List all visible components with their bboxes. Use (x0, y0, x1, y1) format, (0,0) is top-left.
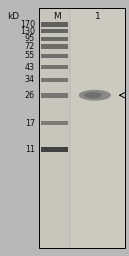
Bar (41, 29, 68, 33)
Text: 55: 55 (25, 51, 35, 60)
Bar (39, 8, 125, 248)
Bar (41, 147, 68, 152)
Bar (41, 54, 68, 58)
Bar (41, 37, 68, 41)
Bar (41, 93, 68, 98)
Bar (41, 22, 68, 27)
Text: 95: 95 (25, 34, 35, 44)
Text: M: M (53, 12, 61, 20)
Bar (41, 65, 68, 69)
Bar (41, 121, 68, 125)
Text: 43: 43 (25, 62, 35, 72)
Text: 170: 170 (20, 20, 35, 29)
Bar (41, 78, 68, 82)
Text: 11: 11 (25, 145, 35, 154)
Bar (70, 8, 125, 248)
Ellipse shape (79, 90, 111, 101)
Text: 34: 34 (25, 75, 35, 84)
Bar (41, 45, 68, 49)
Text: 72: 72 (25, 42, 35, 51)
Ellipse shape (84, 92, 102, 99)
Text: 26: 26 (25, 91, 35, 100)
Text: 17: 17 (25, 119, 35, 128)
Text: kD: kD (7, 12, 19, 20)
Text: 1: 1 (95, 12, 101, 20)
Bar (39, 8, 125, 248)
Text: 130: 130 (20, 27, 35, 36)
